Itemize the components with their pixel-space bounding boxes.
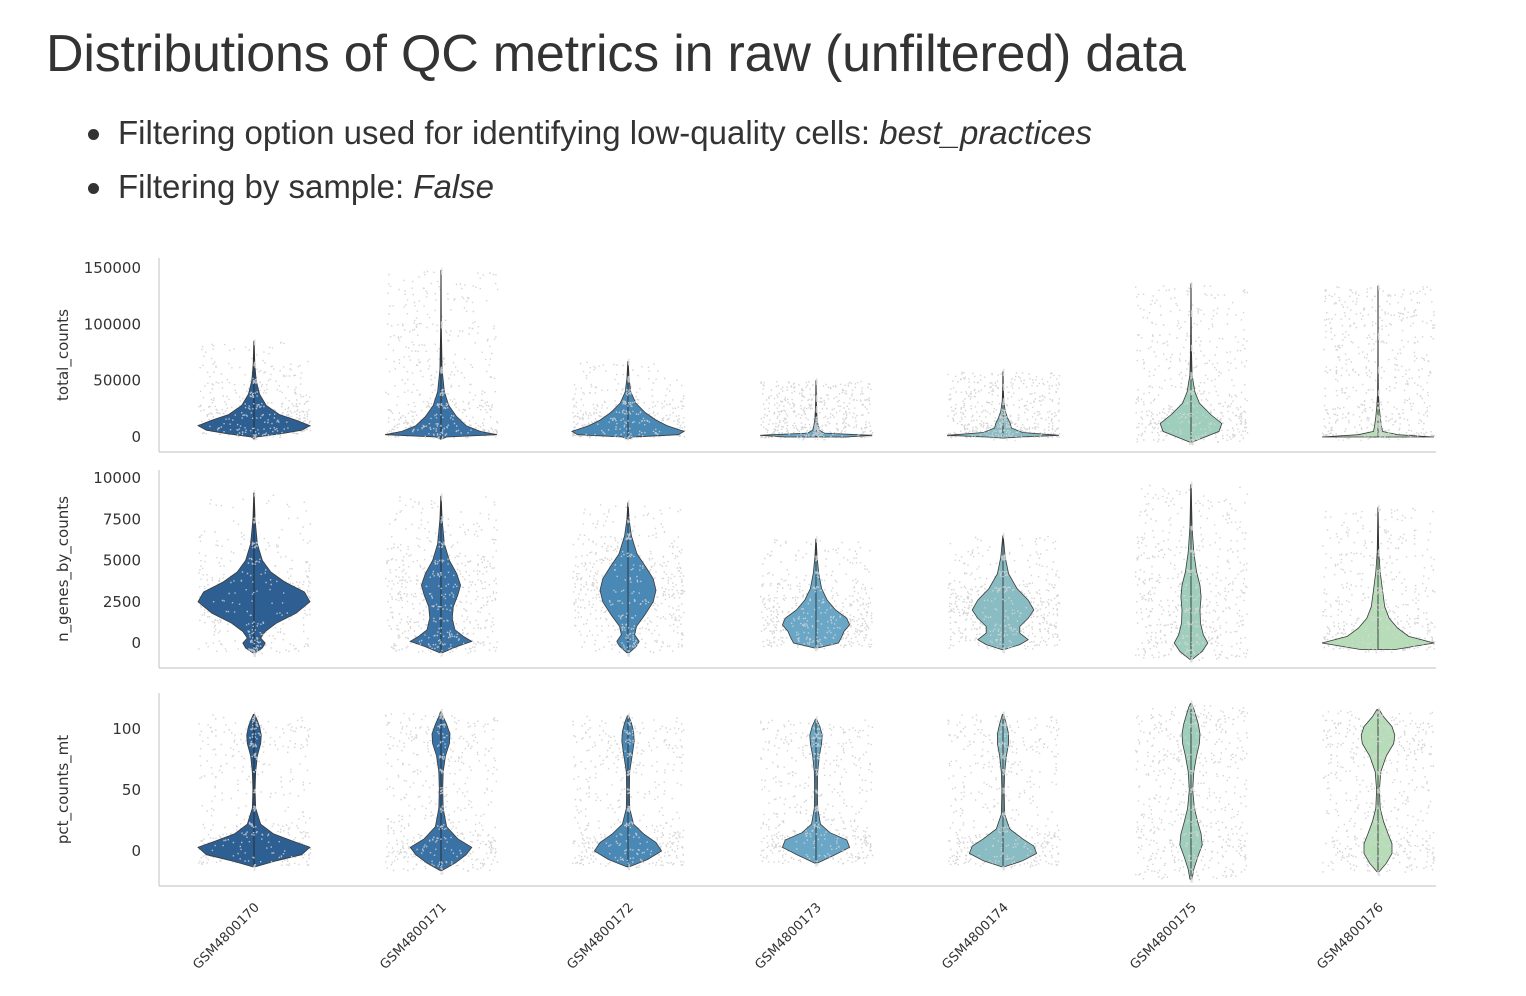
violin-GSM4800170 [197,490,311,658]
violin-points [795,716,844,867]
x-tick-label: GSM4800176 [1314,900,1386,972]
violin-points [978,711,1032,871]
strip-points [1135,285,1249,443]
y-tick-label: 50 [122,781,141,799]
filter-by-sample-label: Filtering by sample: [118,168,414,205]
strip-points [947,535,1061,651]
strip-points [760,719,874,865]
violin-GSM4800173 [759,378,874,441]
violin-points [1183,700,1201,883]
violin-GSM4800175 [1135,481,1249,663]
strip-points [198,341,312,439]
violin-GSM4800176 [1322,707,1436,877]
x-tick-label: GSM4800174 [939,900,1011,972]
violin-GSM4800170 [197,339,312,441]
strip-points [572,504,686,654]
x-tick-label: GSM4800173 [752,900,824,972]
violin-GSM4800174 [947,711,1061,871]
violin-points [971,368,1042,442]
y-axis-label: total_counts [54,309,73,401]
violin-GSM4800172 [571,358,686,441]
violin-points [1365,707,1392,877]
violin-GSM4800172 [572,712,685,871]
strip-points [1135,484,1249,661]
strip-points [1135,705,1249,881]
y-tick-label: 2500 [103,593,141,611]
violin-GSM4800170 [197,711,312,871]
violin-points [1178,481,1204,663]
filter-option-label: Filtering option used for identifying lo… [118,114,880,151]
filter-option-item: Filtering option used for identifying lo… [86,110,1092,164]
panel-pct_counts_mt: 0 50 100 pct_counts_mt [54,693,1436,887]
strip-points [572,361,686,439]
strip-points [385,712,499,872]
violin-GSM4800173 [760,536,873,652]
violin-GSM4800171 [385,709,499,875]
panel-total_counts: 0 50000 100000 150000 total_counts [54,258,1436,453]
y-tick-label: 100 [112,720,141,738]
violin-points [585,358,661,441]
filter-option-value: best_practices [879,114,1092,151]
y-axis-label: n_genes_by_counts [54,496,73,642]
violin-GSM4800171 [384,268,499,440]
y-tick-label: 150000 [84,259,141,277]
y-tick-label: 50000 [93,372,141,390]
violin-points [209,339,289,441]
strip-points [1322,710,1436,873]
strip-points [1322,286,1436,439]
violin-points [790,536,841,652]
violin-points [211,711,293,871]
violin-points [418,493,465,657]
y-tick-label: 100000 [84,315,141,333]
y-axis-label: pct_counts_mt [54,735,73,844]
y-tick-label: 0 [131,842,141,860]
filter-by-sample-value: False [413,168,494,205]
x-tick-label: GSM4800170 [190,900,262,972]
violin-GSM4800176 [1321,284,1436,442]
violin-GSM4800176 [1321,504,1436,654]
filter-info-list: Filtering option used for identifying lo… [86,110,1092,218]
violin-GSM4800173 [760,716,874,867]
violin-GSM4800175 [1135,281,1249,446]
strip-points [1322,507,1436,651]
y-tick-label: 5000 [103,552,141,570]
filter-by-sample-item: Filtering by sample: False [86,164,1092,218]
y-tick-label: 0 [131,634,141,652]
page-title: Distributions of QC metrics in raw (unfi… [46,25,1186,83]
y-tick-label: 0 [131,428,141,446]
y-tick-label: 7500 [103,510,141,528]
violin-points [773,378,860,441]
violin-points [982,532,1027,654]
x-tick-label: GSM4800175 [1127,900,1199,972]
violin-GSM4800175 [1135,700,1249,883]
violin-GSM4800174 [946,368,1061,442]
violin-GSM4800171 [385,493,498,657]
violin-GSM4800174 [947,532,1061,654]
x-tick-label: GSM4800172 [564,900,636,972]
violin-GSM4800172 [572,500,686,657]
violin-points [412,268,472,440]
violin-points [1167,281,1216,446]
y-tick-label: 10000 [93,469,141,487]
panel-n_genes_by_counts: 0 2500 5000 7500 10000 n_genes_by_counts [54,469,1436,669]
x-tick-label: GSM4800171 [377,900,449,972]
